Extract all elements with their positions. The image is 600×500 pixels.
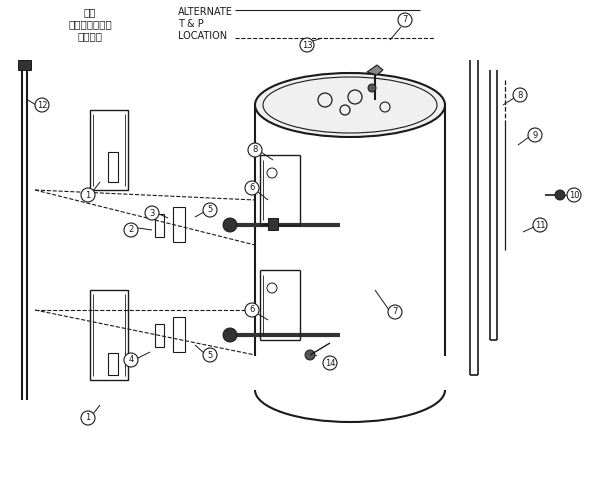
Circle shape [124,223,138,237]
Circle shape [388,305,402,319]
Text: ALTERNATE: ALTERNATE [178,7,233,17]
Circle shape [203,348,217,362]
Text: 14: 14 [325,358,335,368]
Circle shape [223,328,237,342]
Text: 6: 6 [250,184,254,192]
Text: T & P: T & P [178,19,204,29]
Text: 降温减压安全阀: 降温减压安全阀 [68,19,112,29]
Circle shape [245,303,259,317]
Bar [18,60,31,70]
Circle shape [35,98,49,112]
Text: 13: 13 [302,40,313,50]
Text: 3: 3 [149,208,155,218]
Text: 10: 10 [569,190,579,200]
Text: 7: 7 [403,16,407,24]
Circle shape [223,218,237,232]
Bar [155,214,164,237]
Text: 1: 1 [85,414,91,422]
Text: 11: 11 [535,220,545,230]
Circle shape [81,411,95,425]
Text: 6: 6 [250,306,254,314]
Circle shape [398,13,412,27]
Text: 4: 4 [128,356,134,364]
Text: 7: 7 [392,308,398,316]
Text: 9: 9 [532,130,538,140]
Text: 5: 5 [208,350,212,360]
Text: 8: 8 [517,90,523,100]
Bar [173,317,185,352]
Text: 2: 2 [128,226,134,234]
Text: 8: 8 [253,146,257,154]
Circle shape [203,203,217,217]
Text: 12: 12 [37,100,47,110]
Polygon shape [367,65,383,75]
Bar [155,324,164,347]
Circle shape [528,128,542,142]
Circle shape [300,38,314,52]
Text: 5: 5 [208,206,212,214]
Circle shape [305,350,315,360]
Circle shape [81,188,95,202]
Circle shape [368,84,376,92]
Text: 备用: 备用 [84,7,96,17]
Bar [173,207,185,242]
Circle shape [248,143,262,157]
Text: 1: 1 [85,190,91,200]
Circle shape [533,218,547,232]
Circle shape [145,206,159,220]
Bar [108,152,118,182]
Bar [108,353,118,375]
Ellipse shape [255,73,445,137]
Circle shape [555,190,565,200]
Circle shape [513,88,527,102]
Text: 安装位置: 安装位置 [77,31,103,41]
Bar [253,356,447,390]
Circle shape [124,353,138,367]
Circle shape [567,188,581,202]
Circle shape [245,181,259,195]
Text: LOCATION: LOCATION [178,31,227,41]
Bar [268,218,278,230]
Circle shape [323,356,337,370]
